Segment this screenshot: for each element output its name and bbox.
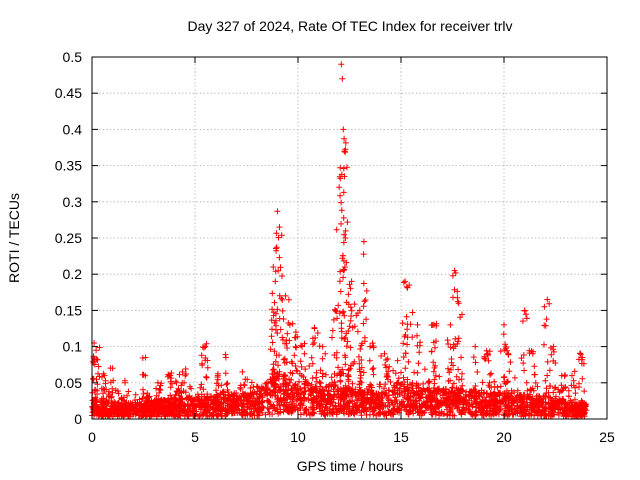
y-tick-label: 0.25 <box>55 230 82 246</box>
x-tick-label: 0 <box>88 429 96 445</box>
y-tick-label: 0.2 <box>63 266 83 282</box>
chart-title: Day 327 of 2024, Rate Of TEC Index for r… <box>187 18 512 34</box>
y-tick-label: 0.1 <box>63 339 83 355</box>
x-tick-label: 25 <box>599 429 615 445</box>
y-tick-label: 0.35 <box>55 158 82 174</box>
x-tick-label: 20 <box>496 429 512 445</box>
x-axis-label: GPS time / hours <box>297 458 404 474</box>
grid-lines <box>92 57 607 419</box>
y-tick-label: 0.15 <box>55 302 82 318</box>
y-tick-label: 0.45 <box>55 85 82 101</box>
x-tick-label: 5 <box>191 429 199 445</box>
y-tick-label: 0 <box>74 411 82 427</box>
roti-point-markers <box>89 61 590 420</box>
x-tick-label: 10 <box>290 429 306 445</box>
x-tick-label: 15 <box>393 429 409 445</box>
plot-frame <box>91 56 608 420</box>
x-tick-labels: 0 5 10 15 20 25 <box>88 429 615 445</box>
y-tick-label: 0.3 <box>63 194 83 210</box>
data-points <box>89 61 590 420</box>
y-axis-label: ROTI / TECUs <box>6 193 22 283</box>
y-tick-labels: 0 0.05 0.1 0.15 0.2 0.25 0.3 0.35 0.4 0.45 0.5 <box>55 49 82 427</box>
y-tick-label: 0.05 <box>55 375 82 391</box>
y-tick-label: 0.4 <box>63 121 83 137</box>
y-tick-label: 0.5 <box>63 49 83 65</box>
axis-ticks <box>91 56 608 420</box>
